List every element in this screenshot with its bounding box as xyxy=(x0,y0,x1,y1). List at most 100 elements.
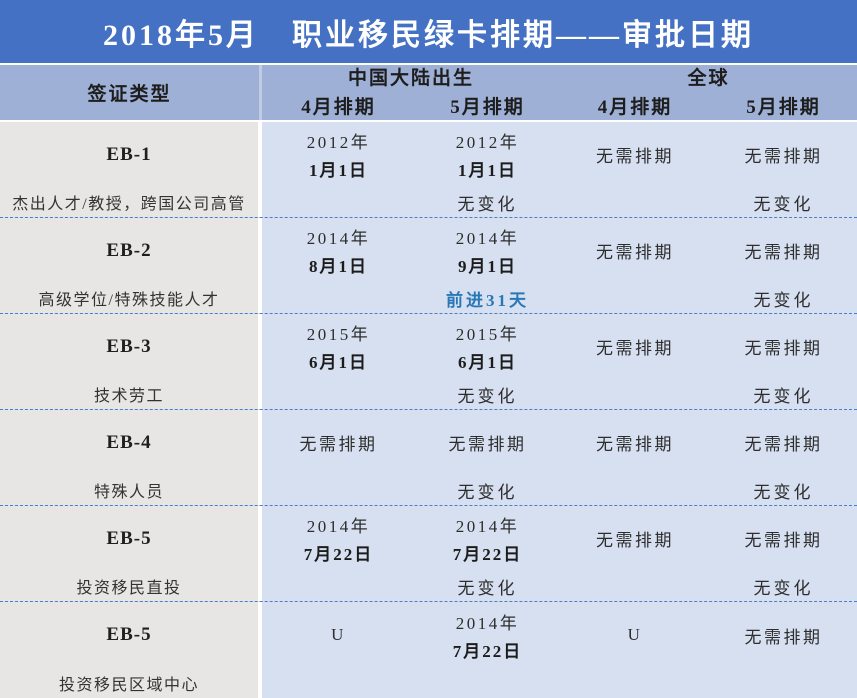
cell-china-may: 2014年 7月22日 无变化 xyxy=(415,506,560,601)
cell-value: 2014年 xyxy=(306,517,371,536)
cell-global-april: 无需排期 xyxy=(560,506,710,601)
table-row-eb3: EB-3 技术劳工 2015年 6月1日 2015年 6月1日 无变化 无需排期 无… xyxy=(0,314,857,410)
cell-value: 2014年 xyxy=(455,517,520,536)
table-row-eb4: EB-4 特殊人员 无需排期 无需排期 无变化 无需排期 无需排期 无变化 xyxy=(0,410,857,506)
cell-value: 无需排期 xyxy=(744,627,823,647)
header-china-may-label: 5月排期 xyxy=(450,96,525,118)
header-global-april: 4月排期 xyxy=(560,90,710,120)
cell-value-date: 7月22日 xyxy=(452,545,523,564)
visa-category: EB-4 xyxy=(106,431,152,453)
visa-category: EB-5 xyxy=(106,527,152,549)
cell-value-date: 1月1日 xyxy=(458,161,517,180)
header-visa-type-cell: 签证类型 xyxy=(0,65,262,120)
cell-china-april: 2014年 8月1日 xyxy=(262,218,415,313)
cell-global-april: 无需排期 xyxy=(560,314,710,409)
cell-value: 无需排期 xyxy=(744,531,823,550)
cell-global-april: 无需排期 xyxy=(560,410,710,505)
table-header: 签证类型 中国大陆出生 全球 4月排期 5月排期 4月排期 5月排期 xyxy=(0,65,857,122)
cell-china-may: 2012年 1月1日 无变化 xyxy=(415,122,560,217)
cell-value: 无需排期 xyxy=(744,243,823,262)
visa-description: 投资移民区域中心 xyxy=(58,677,199,694)
cell-china-may: 2014年 7月22日 xyxy=(415,602,560,698)
visa-category: EB-1 xyxy=(106,143,152,165)
header-china-may: 5月排期 xyxy=(415,90,560,120)
cell-change: 无变化 xyxy=(753,386,814,406)
cell-global-may: 无需排期 无变化 xyxy=(710,410,857,505)
visa-category-cell: EB-2 高级学位/特殊技能人才 xyxy=(0,218,262,313)
cell-value-date: 1月1日 xyxy=(309,161,368,180)
cell-value: 无需排期 xyxy=(596,339,674,358)
cell-value-date: 6月1日 xyxy=(458,353,517,372)
page-title: 2018年5月 职业移民绿卡排期——审批日期 xyxy=(0,0,857,63)
cell-value-date: 7月22日 xyxy=(303,545,374,564)
visa-category-cell: EB-3 技术劳工 xyxy=(0,314,262,409)
cell-china-april: U xyxy=(262,602,415,698)
cell-value-date: 6月1日 xyxy=(309,353,368,372)
header-global-april-label: 4月排期 xyxy=(597,96,673,118)
cell-value: 2012年 xyxy=(455,133,520,152)
cell-value-date: 9月1日 xyxy=(458,257,517,276)
cell-change: 无变化 xyxy=(457,386,518,406)
cell-value: 2015年 xyxy=(455,325,520,344)
visa-description: 投资移民直投 xyxy=(76,580,182,597)
table-row-eb5-direct: EB-5 投资移民直投 2014年 7月22日 2014年 7月22日 无变化 无需… xyxy=(0,506,857,602)
header-china-april: 4月排期 xyxy=(262,90,415,120)
header-group-china: 中国大陆出生 xyxy=(262,65,560,90)
cell-value-date: 8月1日 xyxy=(309,257,368,276)
header-group-global-label: 全球 xyxy=(687,68,730,89)
visa-description: 技术劳工 xyxy=(93,388,164,405)
cell-change: 无变化 xyxy=(457,578,518,598)
cell-value: 无需排期 xyxy=(596,435,674,454)
cell-value: U xyxy=(331,625,346,644)
cell-global-april: 无需排期 xyxy=(560,218,710,313)
cell-change: 无变化 xyxy=(753,194,814,214)
cell-global-april: 无需排期 xyxy=(560,122,710,217)
header-global-may-label: 5月排期 xyxy=(746,96,821,118)
cell-china-may: 2015年 6月1日 无变化 xyxy=(415,314,560,409)
cell-value: 2015年 xyxy=(306,325,371,344)
header-china-april-label: 4月排期 xyxy=(301,96,376,118)
cell-change: 无变化 xyxy=(753,482,814,502)
visa-description: 高级学位/特殊技能人才 xyxy=(38,292,220,309)
cell-global-may: 无需排期 无变化 xyxy=(710,218,857,313)
cell-global-may: 无需排期 无变化 xyxy=(710,506,857,601)
cell-value: 2014年 xyxy=(306,229,371,248)
cell-china-may: 2014年 9月1日 前进31天 xyxy=(415,218,560,313)
cell-value-date: 7月22日 xyxy=(452,641,523,661)
cell-china-may: 无需排期 无变化 xyxy=(415,410,560,505)
cell-global-may: 无需排期 无变化 xyxy=(710,314,857,409)
visa-category: EB-3 xyxy=(106,335,152,357)
visa-category-cell: EB-5 投资移民直投 xyxy=(0,506,262,601)
cell-value: 无需排期 xyxy=(744,339,823,358)
cell-china-april: 2014年 7月22日 xyxy=(262,506,415,601)
visa-category: EB-5 xyxy=(106,624,152,645)
table-row-eb2: EB-2 高级学位/特殊技能人才 2014年 8月1日 2014年 9月1日 前进3… xyxy=(0,218,857,314)
cell-value: 2012年 xyxy=(306,133,371,152)
cell-change: 无变化 xyxy=(457,194,518,214)
visa-category: EB-2 xyxy=(106,239,152,261)
cell-global-may: 无需排期 xyxy=(710,602,857,698)
cell-value: 无需排期 xyxy=(299,435,378,454)
visa-description: 杰出人才/教授，跨国公司高管 xyxy=(12,196,246,213)
cell-value: U xyxy=(627,625,643,644)
cell-value: 无需排期 xyxy=(596,531,674,550)
cell-change: 无变化 xyxy=(457,482,518,502)
cell-value: 无需排期 xyxy=(596,243,674,262)
header-global-may: 5月排期 xyxy=(710,90,857,120)
visa-description: 特殊人员 xyxy=(93,484,164,501)
table-row-eb5-regional: EB-5 投资移民区域中心 U 2014年 7月22日 U 无需排期 xyxy=(0,602,857,698)
header-visa-type-label: 签证类型 xyxy=(87,84,172,105)
visa-category-cell: EB-4 特殊人员 xyxy=(0,410,262,505)
cell-value: 2014年 xyxy=(455,229,520,248)
cell-value: 无需排期 xyxy=(596,147,674,166)
cell-value: 无需排期 xyxy=(744,147,823,166)
cell-change: 无变化 xyxy=(753,290,814,310)
cell-global-april: U xyxy=(560,602,710,698)
cell-value: 无需排期 xyxy=(448,435,527,454)
cell-value: 无需排期 xyxy=(744,435,823,454)
cell-china-april: 2012年 1月1日 xyxy=(262,122,415,217)
visa-category-cell: EB-1 杰出人才/教授，跨国公司高管 xyxy=(0,122,262,217)
table-row-eb1: EB-1 杰出人才/教授，跨国公司高管 2012年 1月1日 2012年 1月1日 … xyxy=(0,122,857,218)
cell-china-april: 2015年 6月1日 xyxy=(262,314,415,409)
